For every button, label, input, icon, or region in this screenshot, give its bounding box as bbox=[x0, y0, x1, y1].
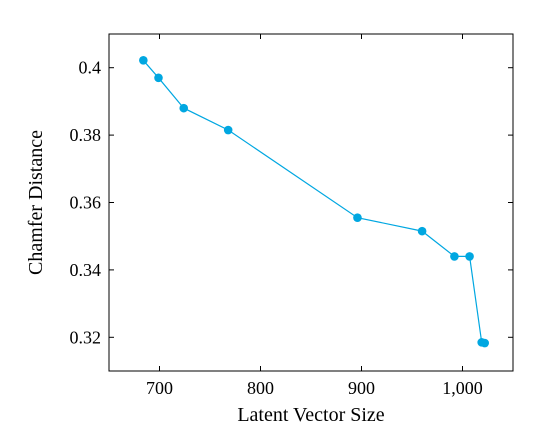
data-point bbox=[179, 103, 189, 113]
y-tick-labels: 0.32 0.34 0.36 0.38 0.4 bbox=[70, 58, 102, 348]
data-point bbox=[417, 226, 427, 236]
x-tick-label: 800 bbox=[247, 378, 274, 398]
y-axis-title: Chamfer Distance bbox=[25, 130, 47, 275]
y-tick-label: 0.36 bbox=[70, 193, 102, 213]
data-point bbox=[480, 338, 490, 348]
data-points bbox=[139, 55, 490, 348]
y-tick-label: 0.34 bbox=[70, 260, 102, 280]
x-tick-label: 700 bbox=[146, 378, 173, 398]
axis-ticks bbox=[109, 34, 513, 371]
data-point bbox=[154, 73, 163, 83]
data-point bbox=[450, 252, 459, 261]
y-tick-label: 0.32 bbox=[70, 327, 102, 347]
x-tick-label: 900 bbox=[348, 378, 375, 398]
series-line bbox=[142, 59, 485, 344]
x-tick-label: 1,000 bbox=[442, 378, 483, 398]
data-point bbox=[353, 213, 362, 222]
data-point bbox=[465, 252, 474, 261]
plot-frame bbox=[108, 33, 514, 372]
data-point bbox=[223, 125, 233, 135]
y-tick-label: 0.4 bbox=[79, 58, 102, 78]
x-tick-labels: 700 800 900 1,000 bbox=[146, 378, 483, 398]
x-axis-title: Latent Vector Size bbox=[237, 404, 384, 426]
y-tick-label: 0.38 bbox=[70, 125, 102, 145]
data-point bbox=[139, 55, 148, 65]
